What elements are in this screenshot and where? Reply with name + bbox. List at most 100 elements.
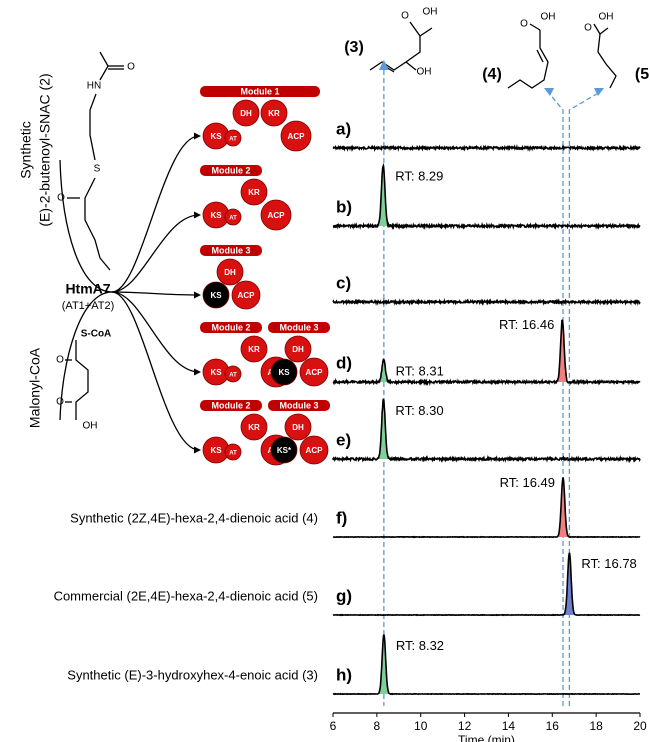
trace-line bbox=[333, 301, 640, 303]
figure: Synthetic (E)-2-butenoyl-SNAC (2) HtmA7 … bbox=[0, 0, 650, 742]
peak bbox=[377, 400, 390, 459]
domain-label: KR bbox=[248, 188, 260, 197]
atom: HN bbox=[87, 81, 101, 92]
x-tick-label: 10 bbox=[414, 719, 428, 733]
trace-label: a) bbox=[336, 119, 351, 138]
rt-label: RT: 8.32 bbox=[396, 638, 444, 653]
arrow-head bbox=[194, 133, 201, 140]
peak bbox=[377, 360, 390, 382]
rt-label: RT: 8.29 bbox=[395, 169, 443, 184]
trace-line bbox=[333, 166, 640, 228]
peak bbox=[556, 478, 569, 537]
atom: S-CoA bbox=[81, 329, 112, 340]
domain-label: DH bbox=[240, 109, 252, 118]
domain-label: ACP bbox=[306, 446, 324, 455]
module-header-label: Module 3 bbox=[211, 245, 250, 255]
domain-label: ACP bbox=[238, 291, 256, 300]
peak bbox=[556, 320, 569, 382]
sample-label: Synthetic (E)-3-hydroxyhex-4-enoic acid … bbox=[67, 667, 318, 682]
domain-label: KS* bbox=[277, 446, 292, 455]
trace-line bbox=[333, 478, 640, 537]
atom: O bbox=[56, 355, 64, 366]
atom: OH bbox=[599, 12, 614, 23]
atom: O bbox=[401, 11, 409, 22]
product-label: (4) bbox=[482, 66, 502, 83]
rt-label: RT: 16.46 bbox=[499, 317, 554, 332]
reaction-arrow bbox=[112, 292, 199, 372]
domain-label: ACP bbox=[288, 132, 306, 141]
domain-label: AT bbox=[229, 373, 237, 379]
trace-label: f) bbox=[336, 508, 347, 527]
trace-line bbox=[333, 147, 640, 149]
atom: O bbox=[520, 19, 528, 30]
peak bbox=[377, 635, 390, 694]
snac-structure: O HN S O bbox=[57, 52, 135, 270]
trace-label: g) bbox=[336, 586, 352, 605]
reaction-arrow bbox=[112, 292, 199, 450]
x-tick-label: 14 bbox=[502, 719, 516, 733]
peak bbox=[563, 553, 576, 615]
arrow-head bbox=[194, 212, 201, 219]
domain-label: KS bbox=[210, 132, 222, 141]
trace-label: h) bbox=[336, 665, 352, 684]
coa-structure: S-CoA O O OH bbox=[56, 329, 111, 432]
domain-label: DH bbox=[224, 268, 236, 277]
atom: OH bbox=[541, 12, 556, 23]
product-label: (3) bbox=[344, 39, 364, 56]
x-tick-label: 20 bbox=[633, 719, 647, 733]
guide-arrow-head bbox=[544, 88, 554, 96]
reaction-arrow bbox=[112, 215, 199, 292]
product-structures: (3) OH O OH (4) OH O (5 OH O bbox=[344, 7, 649, 88]
reaction-arrow bbox=[112, 136, 199, 292]
x-tick-label: 6 bbox=[330, 719, 337, 733]
domain-label: KS bbox=[278, 368, 290, 377]
trace-label: b) bbox=[336, 197, 352, 216]
trace-label: e) bbox=[336, 430, 351, 449]
atom: O bbox=[584, 23, 592, 34]
atom: OH bbox=[83, 421, 98, 432]
trace-line bbox=[333, 399, 640, 460]
reaction-arrow bbox=[112, 292, 199, 295]
module-header-label: Module 1 bbox=[240, 86, 279, 96]
domain-label: KR bbox=[248, 423, 260, 432]
rt-label: RT: 8.30 bbox=[395, 403, 443, 418]
domain-label: KS bbox=[210, 291, 222, 300]
peak bbox=[377, 165, 390, 226]
domain-label: DH bbox=[292, 423, 304, 432]
guide-line bbox=[548, 92, 563, 706]
substrate-label: Synthetic bbox=[18, 121, 34, 179]
domain-label: AT bbox=[229, 451, 237, 457]
extender-label: Malonyl-CoA bbox=[27, 347, 43, 428]
x-tick-label: 12 bbox=[458, 719, 472, 733]
domain-label: AT bbox=[229, 137, 237, 143]
module-header-label: Module 3 bbox=[279, 400, 318, 410]
domain-label: KS bbox=[210, 211, 222, 220]
trace-label: c) bbox=[336, 273, 351, 292]
x-tick-label: 8 bbox=[374, 719, 381, 733]
atom: OH bbox=[417, 67, 432, 78]
arrow-head bbox=[194, 447, 201, 454]
domain-label: KS bbox=[210, 368, 222, 377]
sample-label: Synthetic (2Z,4E)-hexa-2,4-dienoic acid … bbox=[70, 510, 318, 525]
module-header-label: Module 2 bbox=[211, 322, 250, 332]
module-header-label: Module 2 bbox=[211, 165, 250, 175]
enzyme-label: HtmA7 bbox=[65, 281, 110, 297]
atom: O bbox=[127, 62, 135, 73]
trace-line bbox=[333, 635, 640, 695]
domain-label: KS bbox=[210, 446, 222, 455]
product-label: (5 bbox=[635, 66, 649, 83]
atom: S bbox=[94, 164, 101, 175]
module-header-label: Module 2 bbox=[211, 400, 250, 410]
domain-label: ACP bbox=[306, 368, 324, 377]
trace-label: d) bbox=[336, 353, 352, 372]
x-axis-title: Time (min) bbox=[458, 733, 515, 742]
domain-label: AT bbox=[229, 216, 237, 222]
arrow-head bbox=[194, 369, 201, 376]
atom: O bbox=[57, 193, 65, 204]
domain-label: KR bbox=[248, 345, 260, 354]
sample-label: Commercial (2E,4E)-hexa-2,4-dienoic acid… bbox=[54, 588, 318, 603]
arrow-head bbox=[194, 292, 201, 299]
rt-label: RT: 8.31 bbox=[396, 364, 444, 379]
rt-label: RT: 16.78 bbox=[581, 556, 636, 571]
reaction-arrow bbox=[60, 160, 112, 292]
